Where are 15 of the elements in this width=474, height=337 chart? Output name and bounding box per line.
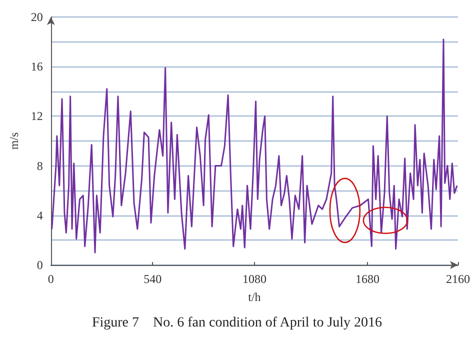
line-series	[51, 38, 458, 254]
x-tick-label: 540	[144, 272, 162, 286]
x-tick-label: 1080	[242, 272, 266, 286]
x-tick-label: 2160	[446, 272, 470, 286]
y-tick-label: 0	[36, 258, 43, 272]
x-tick-label: 1680	[356, 272, 380, 286]
y-tick-label: 20	[30, 10, 43, 24]
x-tick-label: 0	[48, 272, 54, 286]
y-tick-label: 8	[36, 158, 43, 173]
y-tick-label: 16	[30, 60, 43, 74]
y-tick-label: 12	[30, 109, 43, 124]
y-axis-title: m/s	[7, 132, 21, 150]
x-axis-title: t/h	[248, 290, 261, 304]
text: Figure 7 No. 6 fan condition of April to July 2016	[92, 316, 382, 330]
y-tick-label: 4	[36, 208, 43, 222]
